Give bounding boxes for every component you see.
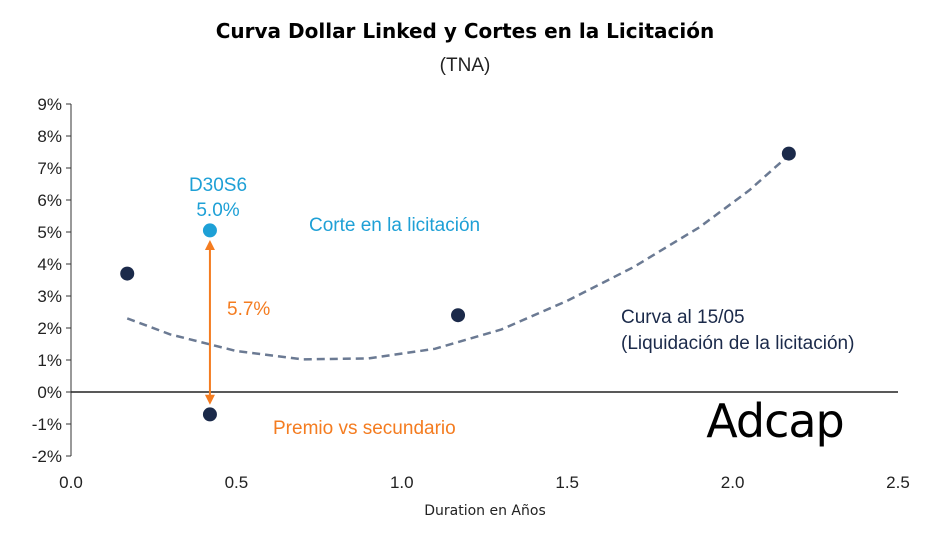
y-tick-label: -2% — [32, 447, 62, 466]
y-tick-label: 6% — [37, 191, 62, 210]
x-tick-label: 1.0 — [390, 473, 414, 492]
data-point — [451, 308, 466, 323]
spread-label: 5.7% — [227, 299, 270, 320]
x-tick-label: 2.5 — [886, 473, 910, 492]
y-tick-label: 4% — [37, 255, 62, 274]
y-tick-label: 1% — [37, 351, 62, 370]
cut-label: Corte en la licitación — [309, 215, 480, 236]
data-point — [781, 146, 796, 161]
data-points — [120, 146, 796, 422]
spread-arrow-head-down — [204, 394, 215, 405]
y-tick-label: 9% — [37, 95, 62, 114]
y-axis: 9% 8% 7% 6% 5% 4% 3% 2% 1% 0% -1% -2% — [32, 95, 72, 466]
spread-arrow — [204, 240, 215, 405]
x-tick-label: 0.5 — [225, 473, 249, 492]
y-tick-label: 7% — [37, 159, 62, 178]
chart-title: Curva Dollar Linked y Cortes en la Licit… — [216, 19, 715, 43]
bond-name-label: D30S6 — [189, 175, 247, 196]
y-tick-label: 2% — [37, 319, 62, 338]
data-point — [202, 407, 217, 422]
trendline-path — [126, 154, 790, 361]
x-tick-label: 1.5 — [555, 473, 579, 492]
x-axis: 0.0 0.5 1.0 1.5 2.0 2.5 — [59, 391, 910, 492]
x-tick-label: 0.0 — [59, 473, 83, 492]
y-tick-label: 8% — [37, 127, 62, 146]
curve-label-line1: Curva al 15/05 — [621, 307, 745, 328]
x-axis-label: Duration en Años — [424, 503, 546, 519]
chart-subtitle: (TNA) — [440, 55, 491, 76]
data-point — [202, 223, 217, 238]
trendline — [126, 154, 790, 361]
x-tick-label: 2.0 — [721, 473, 745, 492]
bond-rate-label: 5.0% — [196, 200, 239, 221]
data-point — [120, 266, 135, 281]
y-tick-label: 5% — [37, 223, 62, 242]
y-tick-label: -1% — [32, 415, 62, 434]
spread-arrow-head-up — [204, 240, 215, 250]
y-tick-label: 3% — [37, 287, 62, 306]
y-tick-label: 0% — [37, 383, 62, 402]
curve-label-line2: (Liquidación de la licitación) — [621, 333, 854, 354]
adcap-logo: Adcap — [706, 394, 844, 448]
premium-label: Premio vs secundario — [273, 418, 456, 439]
